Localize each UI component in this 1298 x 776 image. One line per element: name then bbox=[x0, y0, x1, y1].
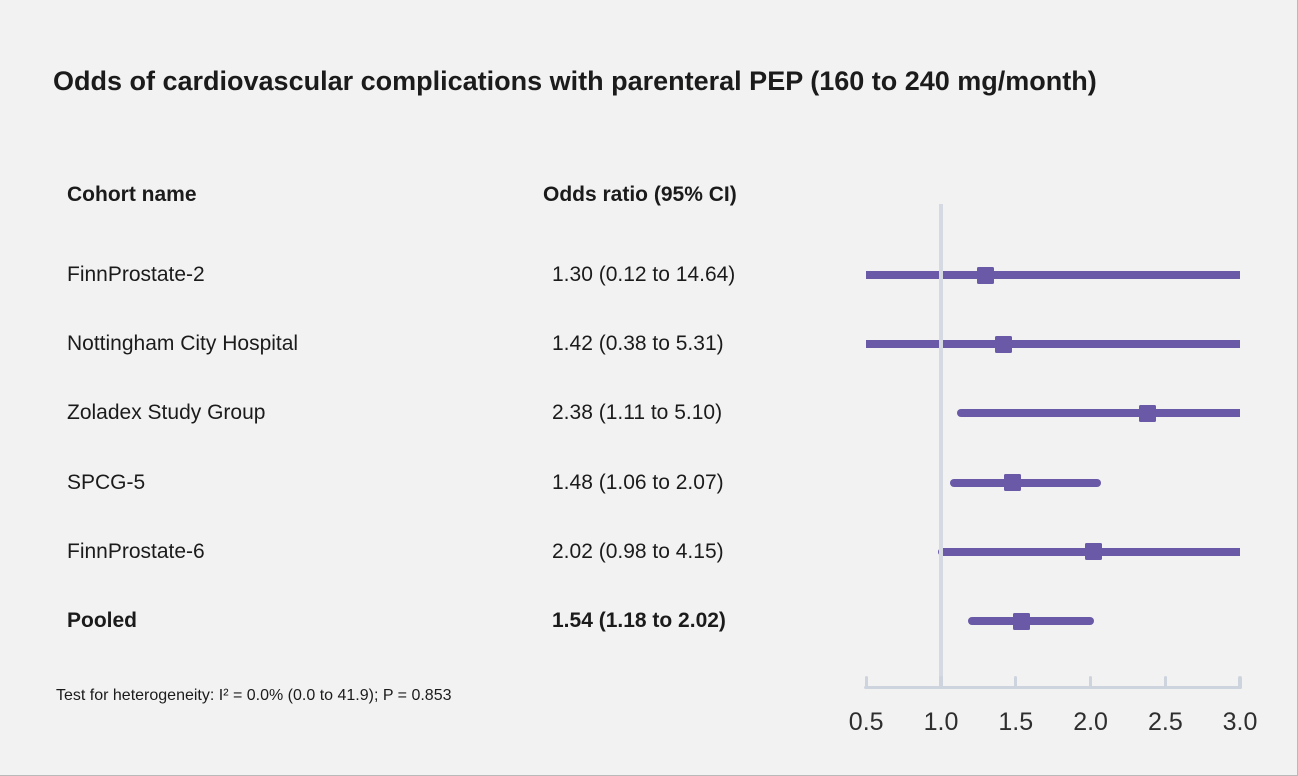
heterogeneity-note: Test for heterogeneity: I² = 0.0% (0.0 t… bbox=[56, 687, 452, 704]
estimate-marker bbox=[1085, 543, 1103, 561]
or-value: 1.48 (1.06 to 2.07) bbox=[552, 470, 724, 494]
axis-tick-label: 0.5 bbox=[848, 708, 884, 736]
axis-tick bbox=[1014, 676, 1018, 689]
or-value: 2.02 (0.98 to 4.15) bbox=[552, 539, 724, 563]
estimate-marker bbox=[1138, 404, 1156, 422]
axis-tick bbox=[1089, 676, 1093, 689]
estimate-marker bbox=[995, 335, 1013, 353]
reference-line bbox=[939, 204, 943, 689]
ci-line bbox=[866, 271, 1240, 279]
axis-tick-label: 1.0 bbox=[923, 708, 959, 736]
estimate-marker bbox=[977, 266, 995, 284]
axis-line bbox=[864, 685, 1242, 689]
or-value: 1.54 (1.18 to 2.02) bbox=[552, 609, 726, 632]
axis-tick-label: 2.5 bbox=[1148, 708, 1183, 736]
cohort-name: Zoladex Study Group bbox=[67, 401, 266, 425]
cohort-name: Nottingham City Hospital bbox=[67, 332, 299, 356]
ci-line bbox=[866, 340, 1240, 349]
cohort-name: FinnProstate-2 bbox=[67, 263, 205, 286]
or-value: 1.42 (0.38 to 5.31) bbox=[552, 332, 724, 356]
axis-tick bbox=[864, 676, 868, 689]
cohort-name: FinnProstate-6 bbox=[67, 539, 205, 563]
axis-tick bbox=[1238, 676, 1242, 689]
cohort-name: Pooled bbox=[67, 609, 138, 632]
axis-tick-label: 3.0 bbox=[1222, 708, 1258, 736]
ci-line bbox=[967, 617, 1094, 625]
cohort-name: SPCG-5 bbox=[67, 470, 146, 494]
estimate-marker bbox=[1013, 612, 1031, 630]
or-value: 2.38 (1.11 to 5.10) bbox=[552, 401, 723, 425]
axis-tick bbox=[1163, 676, 1167, 689]
ci-line bbox=[949, 478, 1102, 487]
axis-tick-label: 2.0 bbox=[1073, 708, 1108, 736]
estimate-marker bbox=[1004, 474, 1022, 492]
or-value: 1.30 (0.12 to 14.64) bbox=[552, 263, 736, 286]
figure-title: Odds of cardiovascular complications wit… bbox=[53, 66, 1097, 96]
odds-ratio-column-header: Odds ratio (95% CI) bbox=[543, 183, 737, 206]
axis-tick-label: 1.5 bbox=[998, 708, 1034, 736]
cohort-column-header: Cohort name bbox=[67, 183, 197, 206]
axis-tick bbox=[939, 676, 943, 689]
ci-line bbox=[957, 409, 1240, 418]
